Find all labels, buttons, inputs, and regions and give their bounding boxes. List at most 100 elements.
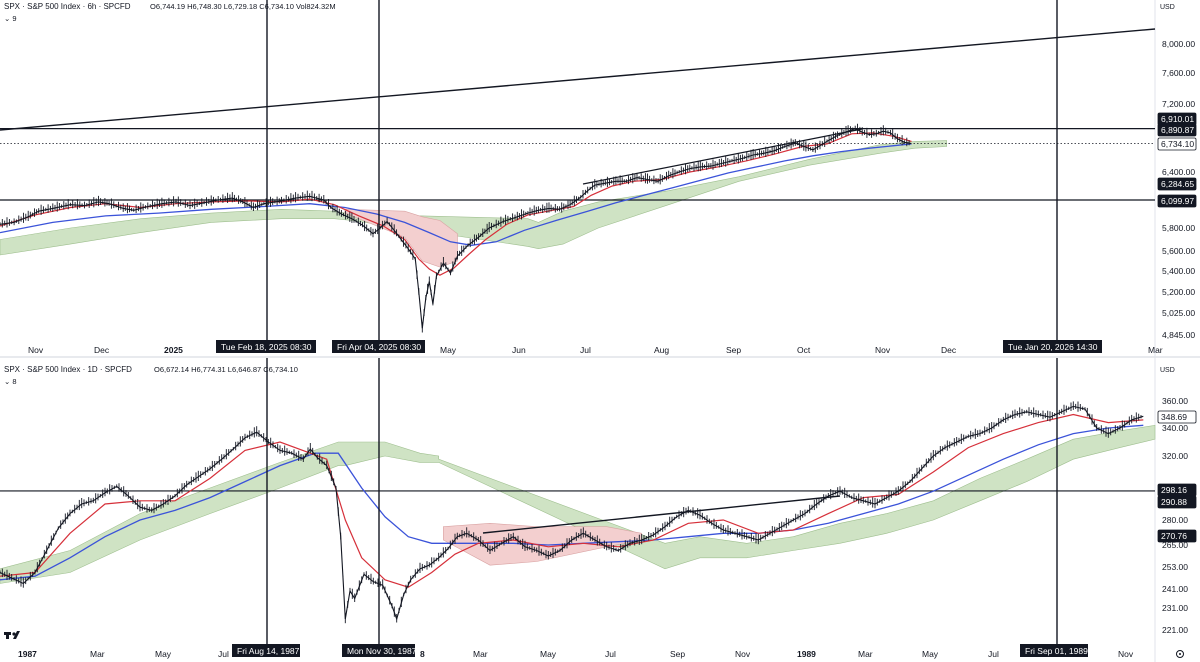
y-tick-label: 221.00 — [1162, 625, 1188, 635]
date-flag-bg — [216, 340, 316, 353]
price-close-line — [0, 405, 1144, 621]
y-tick-label: 5,025.00 — [1162, 308, 1195, 318]
y-tick-label: 8,000.00 — [1162, 39, 1195, 49]
price-tag-label: 348.69 — [1161, 412, 1187, 422]
price-series-top — [0, 123, 912, 333]
x-tick-label: Sep — [726, 345, 741, 355]
x-tick-label: Mar — [473, 649, 488, 659]
date-flag-bg — [342, 644, 415, 657]
price-tag-label: 6,910.01 — [1161, 114, 1194, 124]
horizontal-levels-top — [0, 28, 1156, 201]
ema-slow-line — [0, 143, 912, 246]
y-tick-label: 7,200.00 — [1162, 99, 1195, 109]
chart-title-bottom: SPX · S&P 500 Index · 1D · SPCFD — [4, 365, 132, 374]
x-tick-label: Mar — [858, 649, 873, 659]
cloud-bearish — [344, 208, 458, 268]
date-flag-label: Tue Feb 18, 2025 08:30 — [221, 342, 312, 352]
x-tick-label: Jun — [512, 345, 526, 355]
y-tick-label: 231.00 — [1162, 603, 1188, 613]
y-tick-label: 4,845.00 — [1162, 330, 1195, 340]
tradingview-logo-icon[interactable] — [4, 631, 20, 639]
date-flag-label: Fri Aug 14, 1987 — [237, 646, 300, 656]
y-tick-label: 320.00 — [1162, 451, 1188, 461]
y-tick-label: 5,600.00 — [1162, 246, 1195, 256]
settings-gear-icon[interactable] — [1176, 650, 1184, 658]
ema-fast-line — [0, 413, 1144, 588]
collapse-toggle-top[interactable]: ⌄ 9 — [4, 14, 17, 23]
price-tag-label: 6,099.97 — [1161, 196, 1194, 206]
collapse-toggle-bottom[interactable]: ⌄ 8 — [4, 377, 17, 386]
date-flag-label: Tue Jan 20, 2026 14:30 — [1008, 342, 1098, 352]
y-tick-label: 241.00 — [1162, 584, 1188, 594]
x-tick-label: 8 — [420, 649, 425, 659]
price-tag-label: 270.76 — [1161, 531, 1187, 541]
trendline-a — [482, 495, 841, 534]
x-tick-label: Nov — [1118, 649, 1134, 659]
x-tick-label: Jul — [605, 649, 616, 659]
x-tick-label: May — [922, 649, 939, 659]
price-tag-label: 6,734.10 — [1161, 139, 1194, 149]
x-tick-label: 1989 — [797, 649, 816, 659]
x-tick-label: Mar — [1148, 345, 1163, 355]
price-tag-bg — [1157, 137, 1197, 151]
moving-averages-bottom — [0, 413, 1144, 588]
price-axis-bottom[interactable]: 360.00 340.00 320.00 280.00 265.00 253.00 241.… — [1157, 396, 1197, 635]
ema-fast-line — [0, 132, 912, 276]
ohlc-readout-bottom: O6,672.14 H6,774.31 L6,646.87 C6,734.10 — [154, 365, 298, 374]
x-tick-label: May — [155, 649, 172, 659]
chart-title-top: SPX · S&P 500 Index · 6h · SPCFD — [4, 2, 131, 11]
price-tag-bg — [1157, 123, 1197, 137]
ohlc-readout-top: O6,744.19 H6,748.30 L6,729.18 C6,734.10 … — [150, 2, 336, 11]
price-tag-label: 298.16 — [1161, 485, 1187, 495]
price-tag-bg — [1157, 194, 1197, 208]
ichimoku-cloud-bottom — [0, 424, 1156, 584]
price-tag-bg — [1157, 529, 1197, 543]
horizontal-levels-bottom — [0, 490, 1155, 534]
date-flag-label: Mon Nov 30, 1987 — [347, 646, 417, 656]
x-tick-label: Mar — [90, 649, 105, 659]
time-axis-bottom[interactable]: 1987 Mar May Jul 8 Mar May Jul Sep Nov 1989 Mar May J… — [18, 644, 1134, 659]
ichimoku-cloud-top — [0, 140, 947, 268]
x-tick-label: Aug — [654, 345, 669, 355]
x-tick-label: May — [440, 345, 457, 355]
y-tick-label: 265.00 — [1162, 540, 1188, 550]
time-axis-top[interactable]: Nov Dec 2025 May Jun Jul Aug Sep Oct Nov Dec Mar Tue… — [28, 340, 1163, 355]
x-tick-label: Dec — [94, 345, 110, 355]
x-tick-label: Dec — [941, 345, 957, 355]
moving-averages-top — [0, 132, 912, 276]
date-flag-bg — [332, 340, 425, 353]
x-tick-label: Jul — [580, 345, 591, 355]
price-tag-bg — [1157, 177, 1197, 191]
x-tick-label: Nov — [875, 345, 891, 355]
trendline-a — [0, 28, 1156, 131]
price-tag-label: 6,890.87 — [1161, 125, 1194, 135]
price-series-bottom — [0, 401, 1144, 624]
date-flag-label: Fri Sep 01, 1989 — [1025, 646, 1088, 656]
y-tick-label: 7,600.00 — [1162, 68, 1195, 78]
x-tick-label: Sep — [670, 649, 685, 659]
x-tick-label: Oct — [797, 345, 811, 355]
currency-label-bottom: USD — [1160, 367, 1175, 374]
x-tick-label: Jul — [218, 649, 229, 659]
y-tick-label: 360.00 — [1162, 396, 1188, 406]
price-tag-label: 290.88 — [1161, 497, 1187, 507]
price-tag-bg — [1157, 410, 1197, 424]
trendline-b — [582, 128, 863, 185]
cloud-bullish — [0, 424, 1156, 584]
y-tick-label: 6,400.00 — [1162, 167, 1195, 177]
x-tick-label: Nov — [28, 345, 44, 355]
y-tick-label: 340.00 — [1162, 423, 1188, 433]
x-tick-label: May — [540, 649, 557, 659]
ema-slow-line — [0, 424, 1144, 581]
date-flag-bg — [232, 644, 300, 657]
price-axis-top[interactable]: 8,000.00 7,600.00 7,200.00 6,400.00 5,800.00… — [1157, 39, 1197, 340]
x-tick-label: 2025 — [164, 345, 183, 355]
date-flag-bg — [1020, 644, 1088, 657]
y-tick-label: 5,200.00 — [1162, 287, 1195, 297]
price-tag-bg — [1157, 495, 1197, 509]
y-tick-label: 280.00 — [1162, 515, 1188, 525]
x-tick-label: Jul — [988, 649, 999, 659]
currency-label-top: USD — [1160, 4, 1175, 11]
vertical-markers-bottom — [266, 358, 1058, 647]
